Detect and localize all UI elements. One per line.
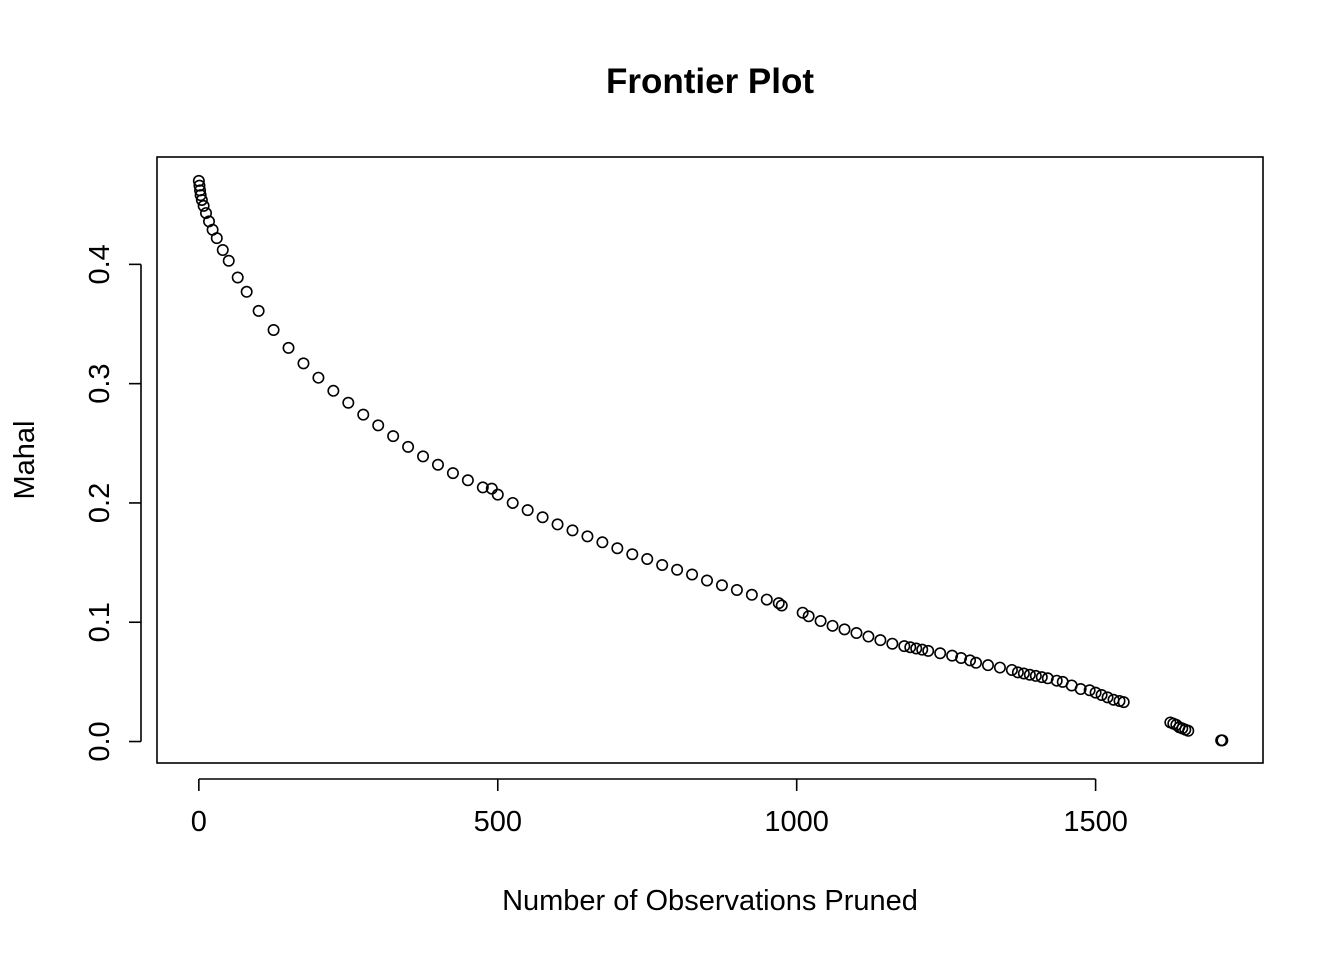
data-point — [402, 440, 415, 453]
data-point — [222, 254, 235, 267]
data-point — [993, 661, 1006, 674]
data-point — [216, 244, 229, 257]
x-axis-title: Number of Observations Pruned — [502, 885, 918, 917]
data-point — [760, 593, 773, 606]
data-point — [1216, 734, 1229, 747]
data-point — [922, 644, 935, 657]
data-point — [886, 637, 899, 650]
data-point — [566, 524, 579, 537]
data-point — [252, 304, 265, 317]
data-point — [1029, 669, 1042, 682]
data-point — [1017, 667, 1030, 680]
data-point — [641, 553, 654, 566]
data-point — [850, 626, 863, 639]
data-point — [715, 579, 728, 592]
data-point — [210, 232, 223, 245]
data-point — [701, 574, 714, 587]
data-point — [282, 341, 295, 354]
data-point — [372, 419, 385, 432]
data-point — [297, 357, 310, 370]
data-point — [357, 408, 370, 421]
data-point — [970, 656, 983, 669]
data-point — [267, 323, 280, 336]
data-point — [342, 396, 355, 409]
data-point — [904, 641, 917, 654]
y-tick-label: 0.2 — [84, 483, 116, 523]
data-point — [491, 488, 504, 501]
data-point — [231, 271, 244, 284]
data-point — [461, 474, 474, 487]
data-point — [1117, 696, 1130, 709]
data-point — [581, 530, 594, 543]
data-point — [775, 599, 788, 612]
data-points — [192, 174, 1229, 747]
y-axis: 0.0 0.1 0.2 0.3 0.4 — [84, 244, 142, 762]
x-tick-label: 500 — [474, 806, 522, 838]
data-point — [826, 619, 839, 632]
chart-title: Frontier Plot — [606, 62, 814, 101]
x-tick-label: 1000 — [764, 806, 829, 838]
y-tick-label: 0.4 — [84, 244, 116, 284]
data-point — [686, 568, 699, 581]
data-point — [934, 647, 947, 660]
data-point — [1050, 674, 1063, 687]
data-point — [476, 481, 489, 494]
data-point — [1089, 686, 1102, 699]
data-point — [506, 496, 519, 509]
data-point — [656, 558, 669, 571]
y-tick-label: 0.3 — [84, 363, 116, 403]
data-point — [1101, 691, 1114, 704]
x-tick-label: 1500 — [1063, 806, 1128, 838]
data-point — [312, 371, 325, 384]
data-point — [626, 548, 639, 561]
data-point — [964, 654, 977, 667]
data-point — [916, 643, 929, 656]
data-point — [200, 207, 213, 220]
data-point — [485, 482, 498, 495]
data-point — [981, 659, 994, 672]
data-point — [1074, 683, 1087, 696]
data-point — [1035, 671, 1048, 684]
data-point — [521, 504, 534, 517]
data-point — [194, 189, 207, 202]
data-point — [596, 536, 609, 549]
data-point — [814, 615, 827, 628]
data-point — [611, 542, 624, 555]
data-point — [1170, 718, 1183, 731]
data-point — [327, 384, 340, 397]
data-point — [772, 597, 785, 610]
data-point — [1011, 666, 1024, 679]
data-point — [1005, 663, 1018, 676]
y-tick-label: 0.1 — [84, 602, 116, 642]
data-point — [796, 606, 809, 619]
x-axis: 0 500 1000 1500 — [191, 778, 1128, 838]
data-point — [898, 640, 911, 653]
plot-frame — [156, 156, 1264, 764]
data-point — [730, 584, 743, 597]
data-point — [417, 450, 430, 463]
data-point — [1023, 668, 1036, 681]
data-point — [838, 623, 851, 636]
y-axis-title: Mahal — [9, 421, 41, 500]
data-point — [551, 518, 564, 531]
data-point — [446, 467, 459, 480]
data-point — [802, 610, 815, 623]
data-point — [862, 630, 875, 643]
data-point — [1083, 684, 1096, 697]
data-point — [387, 430, 400, 443]
data-point — [910, 642, 923, 655]
data-point — [1182, 724, 1195, 737]
y-tick-label: 0.0 — [84, 721, 116, 761]
data-point — [195, 193, 208, 206]
data-point — [536, 511, 549, 524]
data-point — [745, 588, 758, 601]
data-point — [240, 285, 253, 298]
data-point — [197, 199, 210, 212]
x-tick-label: 0 — [191, 806, 207, 838]
data-point — [874, 634, 887, 647]
data-point — [1095, 689, 1108, 702]
data-point — [431, 458, 444, 471]
data-point — [671, 563, 684, 576]
